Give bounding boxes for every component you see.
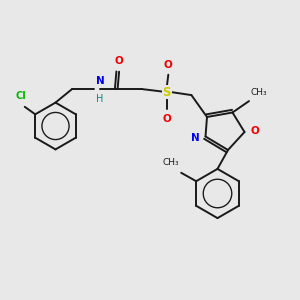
Text: S: S bbox=[163, 85, 171, 99]
Text: O: O bbox=[164, 60, 173, 70]
Text: CH₃: CH₃ bbox=[250, 88, 267, 97]
Text: N: N bbox=[191, 133, 200, 143]
Text: O: O bbox=[250, 125, 259, 136]
Text: O: O bbox=[162, 114, 171, 124]
Text: H: H bbox=[96, 94, 103, 103]
Text: N: N bbox=[96, 76, 105, 85]
Text: O: O bbox=[115, 56, 124, 66]
Text: Cl: Cl bbox=[16, 92, 26, 101]
Text: CH₃: CH₃ bbox=[162, 158, 179, 167]
